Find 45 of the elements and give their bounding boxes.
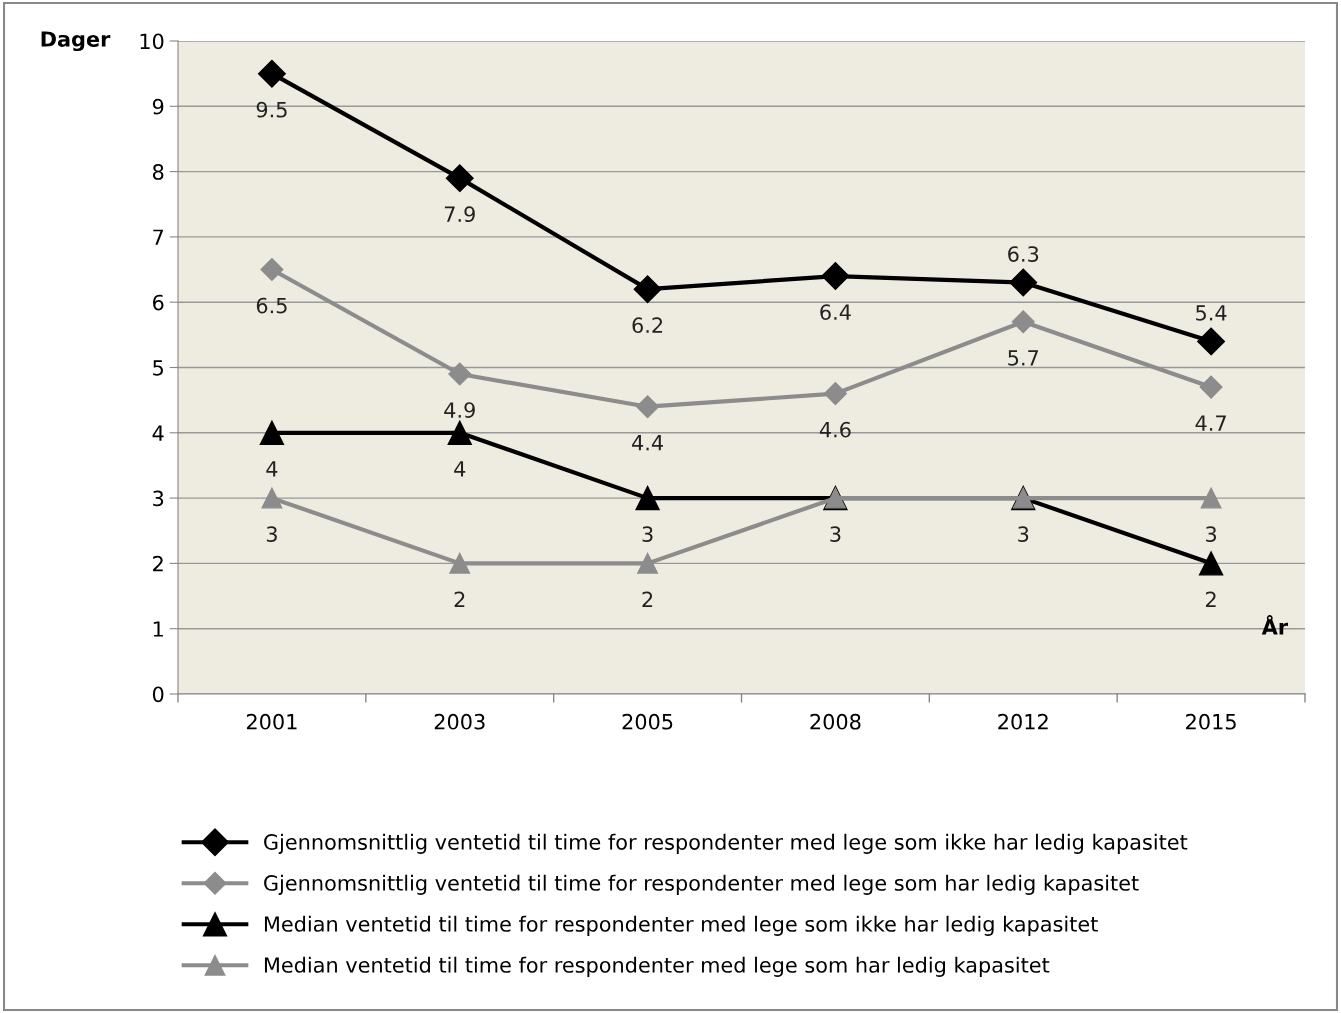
x-tick-label: 2003	[434, 713, 485, 730]
y-tick-label: 7	[153, 229, 164, 245]
x-axis-title: År	[1261, 615, 1289, 635]
data-label: 3	[1018, 526, 1029, 542]
legend-label: Gjennomsnittlig ventetid til time for respondenter med lege som har ledig kapasitet	[264, 874, 1139, 895]
data-label: 5.4	[1196, 305, 1227, 321]
data-label: 4.9	[444, 402, 475, 418]
x-tick-label: 2012	[998, 713, 1048, 730]
legend-label: Gjennomsnittlig ventetid til time for respondenter med lege som ikke har ledig kapasitet	[264, 833, 1188, 854]
data-label: 7.9	[444, 206, 475, 223]
y-axis-title: Dager	[41, 31, 111, 52]
data-label: 3	[830, 526, 841, 542]
y-tick-label: 4	[152, 425, 164, 441]
x-tick-label: 2008	[810, 713, 861, 730]
x-tick-label: 2015	[1186, 713, 1236, 730]
data-label: 4.6	[819, 421, 851, 438]
y-tick-label: 3	[153, 490, 164, 507]
y-tick-label: 1	[153, 621, 163, 637]
data-label: 3	[266, 526, 277, 542]
data-label: 4.4	[632, 435, 663, 451]
legend-label: Median ventetid til time for respondenter med lege som ikke har ledig kapasitet	[264, 915, 1098, 936]
data-label: 2	[642, 591, 653, 608]
y-tick-label: 0	[152, 686, 164, 703]
x-tick-label: 2005	[622, 713, 673, 730]
data-label: 4	[266, 461, 278, 477]
y-tick-label: 10	[140, 33, 164, 50]
y-tick-label: 2	[153, 555, 163, 572]
y-tick-label: 8	[152, 164, 164, 180]
data-label: 3	[642, 526, 653, 542]
data-label: 9.5	[256, 101, 287, 118]
y-tick-label: 6	[153, 294, 164, 311]
data-label: 6.4	[820, 304, 851, 320]
y-tick-label: 5	[153, 360, 163, 376]
data-label: 3	[1206, 526, 1217, 542]
data-label: 6.5	[256, 297, 287, 314]
y-tick-label: 9	[152, 98, 164, 115]
data-label: 6.2	[632, 317, 663, 334]
data-label: 2	[1205, 591, 1216, 608]
x-tick-label: 2001	[246, 713, 297, 730]
data-label: 6.3	[1008, 246, 1039, 262]
data-label: 4	[454, 461, 466, 477]
data-label: 2	[454, 591, 465, 608]
legend-label: Median ventetid til time for respondenter med lege som har ledig kapasitet	[264, 956, 1050, 977]
data-label: 4.7	[1195, 415, 1226, 431]
data-label: 5.7	[1008, 350, 1039, 366]
